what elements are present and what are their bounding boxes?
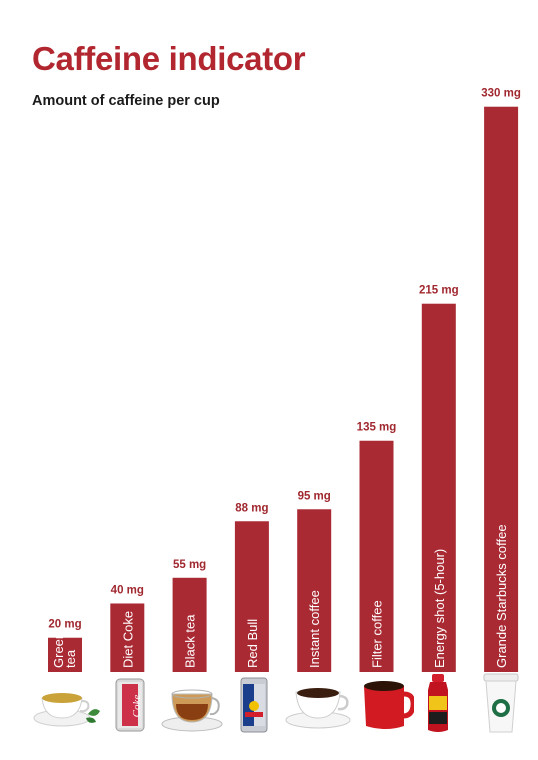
black-tea-glass-cup-icon bbox=[161, 689, 223, 732]
starbucks-cup-icon bbox=[483, 673, 519, 733]
bar-5 bbox=[359, 440, 394, 672]
value-label-5: 135 mg bbox=[357, 422, 397, 434]
value-label-3: 88 mg bbox=[235, 502, 268, 514]
category-label-7: Grande Starbucks coffee bbox=[494, 524, 509, 668]
bar-3 bbox=[234, 521, 269, 672]
bar-1 bbox=[110, 603, 145, 672]
value-label-4: 95 mg bbox=[298, 490, 331, 502]
category-label-1: Diet Coke bbox=[120, 611, 135, 668]
bar-2 bbox=[172, 577, 207, 672]
filter-coffee-mug-icon bbox=[364, 681, 414, 729]
value-label-6: 215 mg bbox=[419, 285, 459, 297]
category-label-2: Black tea bbox=[183, 614, 198, 668]
bar-0 bbox=[48, 637, 82, 672]
page-title: Caffeine indicator bbox=[32, 40, 306, 77]
page-subtitle: Amount of caffeine per cup bbox=[32, 93, 220, 109]
bar-7 bbox=[484, 106, 519, 672]
category-label-5: Filter coffee bbox=[370, 600, 385, 668]
value-label-0: 20 mg bbox=[48, 619, 81, 631]
category-label-0: Greentea bbox=[51, 632, 78, 668]
red-bull-can-icon bbox=[240, 677, 268, 733]
bar-6 bbox=[421, 303, 456, 672]
diet-coke-can-icon: Coke bbox=[115, 678, 145, 732]
category-label-6: Energy shot (5-hour) bbox=[432, 549, 447, 668]
category-label-4: Instant coffee bbox=[307, 590, 322, 668]
bar-4 bbox=[297, 509, 332, 672]
instant-coffee-cup-icon bbox=[285, 688, 351, 729]
green-tea-cup-icon bbox=[33, 693, 100, 727]
value-label-7: 330 mg bbox=[481, 88, 521, 100]
category-label-3: Red Bull bbox=[245, 619, 260, 668]
value-label-1: 40 mg bbox=[111, 584, 144, 596]
value-label-2: 55 mg bbox=[173, 559, 206, 571]
svg-text:Coke: Coke bbox=[131, 695, 143, 718]
energy-shot-bottle-icon bbox=[428, 674, 448, 732]
